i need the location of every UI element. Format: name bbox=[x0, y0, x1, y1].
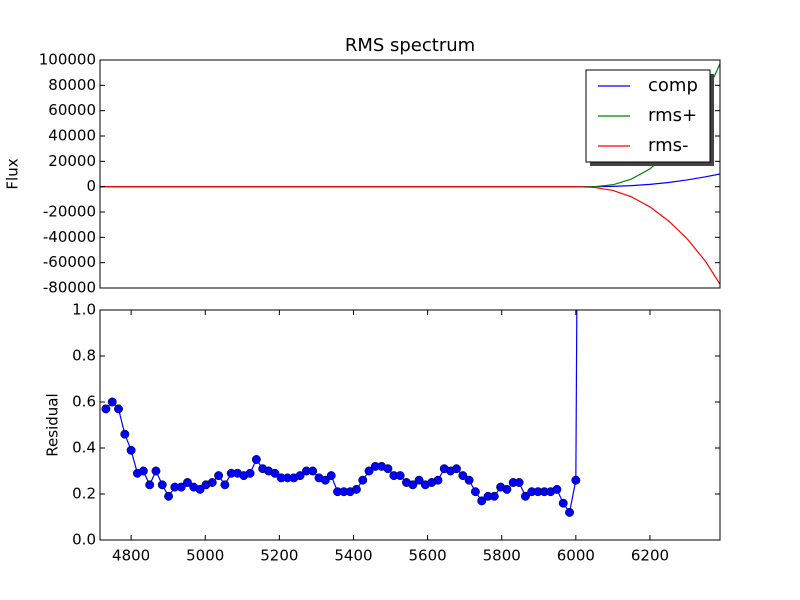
y-tick-label: 0.4 bbox=[72, 439, 96, 457]
marker bbox=[408, 480, 418, 490]
marker bbox=[477, 496, 487, 506]
marker bbox=[502, 484, 512, 494]
series-line bbox=[100, 186, 720, 285]
marker bbox=[571, 475, 581, 485]
marker bbox=[464, 475, 474, 485]
y-tick-label: 0.6 bbox=[72, 393, 96, 411]
marker bbox=[514, 478, 524, 487]
y-tick-label: -60000 bbox=[43, 253, 96, 271]
marker bbox=[489, 491, 499, 501]
marker bbox=[101, 404, 111, 414]
marker bbox=[414, 475, 424, 485]
y-axis-label: Residual bbox=[44, 393, 62, 456]
marker bbox=[552, 484, 562, 494]
x-tick-label: 5200 bbox=[260, 547, 298, 565]
marker bbox=[114, 404, 123, 414]
marker bbox=[358, 475, 368, 485]
y-tick-label: 40000 bbox=[48, 127, 96, 145]
marker bbox=[470, 487, 480, 497]
plot-area bbox=[101, 310, 581, 517]
x-tick-label: 5800 bbox=[483, 547, 521, 565]
marker bbox=[251, 455, 261, 464]
x-tick-label: 6000 bbox=[557, 547, 595, 565]
marker bbox=[558, 498, 568, 508]
x-tick-label: 5400 bbox=[334, 547, 372, 565]
marker bbox=[295, 471, 305, 481]
legend-label: rms+ bbox=[648, 105, 697, 126]
marker bbox=[195, 484, 205, 494]
x-tick-label: 6200 bbox=[631, 547, 669, 565]
marker bbox=[107, 397, 117, 407]
y-tick-label: 60000 bbox=[48, 101, 96, 119]
marker bbox=[565, 507, 574, 517]
y-tick-label: 0.0 bbox=[72, 531, 96, 549]
y-tick-label: 0.2 bbox=[72, 485, 96, 503]
axes-frame bbox=[99, 59, 721, 289]
marker bbox=[364, 466, 374, 476]
marker bbox=[395, 471, 405, 481]
y-tick-label: 100000 bbox=[39, 51, 96, 69]
y-tick-label: 0.8 bbox=[72, 347, 96, 365]
y-tick-label: -40000 bbox=[43, 228, 96, 246]
marker bbox=[308, 466, 318, 476]
axes-frame bbox=[99, 309, 721, 541]
marker bbox=[157, 480, 167, 490]
marker bbox=[520, 491, 530, 501]
marker bbox=[120, 429, 130, 439]
marker bbox=[220, 480, 230, 490]
marker bbox=[138, 466, 148, 476]
y-tick-label: 1.0 bbox=[72, 301, 96, 319]
y-axis-label: Flux bbox=[4, 158, 22, 189]
y-tick-label: 80000 bbox=[48, 76, 96, 94]
marker bbox=[320, 475, 330, 485]
marker bbox=[383, 464, 393, 474]
chart-title: RMS spectrum bbox=[345, 35, 475, 56]
marker bbox=[433, 475, 443, 485]
legend-label: rms- bbox=[648, 135, 689, 156]
x-tick-label: 4800 bbox=[112, 547, 150, 565]
y-tick-label: -20000 bbox=[43, 203, 96, 221]
y-tick-label: 20000 bbox=[48, 152, 96, 170]
marker bbox=[126, 445, 136, 455]
marker bbox=[214, 471, 224, 481]
marker bbox=[351, 484, 361, 494]
x-tick-label: 5000 bbox=[186, 547, 224, 565]
marker bbox=[458, 471, 468, 481]
y-tick-label: 0 bbox=[86, 177, 96, 195]
marker bbox=[145, 480, 155, 490]
marker bbox=[151, 466, 161, 476]
legend: comp rms+ rms- bbox=[585, 69, 714, 166]
marker bbox=[245, 468, 255, 478]
legend-label: comp bbox=[648, 75, 698, 96]
marker bbox=[183, 478, 192, 487]
marker bbox=[452, 464, 461, 474]
x-tick-label: 5600 bbox=[409, 547, 447, 565]
y-tick-label: -80000 bbox=[43, 279, 96, 297]
marker bbox=[207, 478, 217, 487]
marker bbox=[164, 491, 174, 501]
marker bbox=[270, 468, 280, 478]
marker bbox=[326, 471, 336, 481]
marker bbox=[176, 482, 186, 492]
